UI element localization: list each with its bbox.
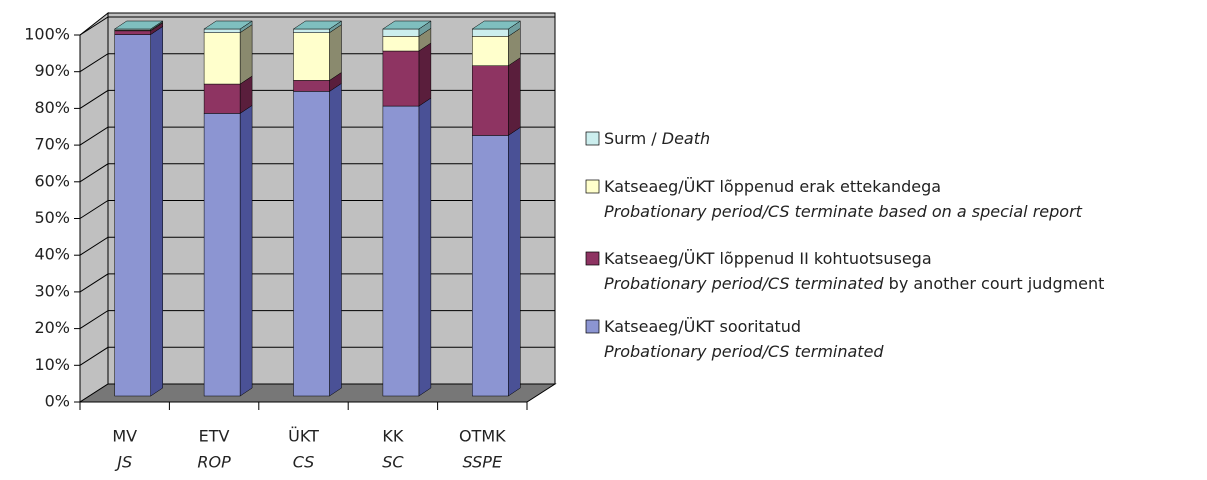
bar-top — [382, 20, 432, 30]
y-tick-label: 20% — [34, 318, 70, 337]
bar-segment — [203, 28, 241, 33]
legend-text: Surm / — [604, 129, 662, 148]
bar-side — [418, 42, 432, 107]
bar-segment — [293, 32, 330, 81]
bar-segment — [382, 36, 420, 52]
bar-top — [113, 20, 164, 30]
bar-top — [203, 20, 253, 30]
bar-side — [508, 57, 521, 136]
y-tick-label: 40% — [34, 245, 70, 264]
bar-segment — [382, 50, 420, 107]
legend-text: Katseaeg/ÜKT lõppenud II kohtuotsusega — [604, 249, 932, 268]
y-tick-label: 90% — [34, 61, 70, 80]
legend-label: Katseaeg/ÜKT lõppenud erak ettekandega — [604, 177, 941, 196]
bar-segment — [203, 113, 241, 397]
legend-text: by another court judgment — [884, 274, 1105, 293]
legend-text: Probationary period/CS terminated — [604, 274, 884, 293]
x-tick-label: MV — [112, 427, 137, 446]
y-tick-label: 50% — [34, 208, 70, 227]
legend-label: Surm / Death — [604, 129, 710, 148]
x-tick-label: OTMK — [459, 427, 506, 446]
legend-swatch — [585, 319, 600, 334]
bar-segment — [114, 34, 151, 397]
bar-segment — [472, 65, 509, 136]
legend-label: Katseaeg/ÜKT lõppenud II kohtuotsusega — [604, 249, 932, 268]
legend-text: Katseaeg/ÜKT sooritatud — [604, 317, 801, 336]
y-tick-label: 60% — [34, 171, 70, 190]
legend-label: Probationary period/CS terminated by ano… — [604, 274, 1104, 293]
legend-label: Probationary period/CS terminated — [604, 342, 884, 361]
bar-segment — [293, 91, 330, 397]
legend-text: Probationary period/CS terminate based o… — [604, 202, 1083, 221]
x-tick-label: JS — [114, 453, 132, 472]
bar-segment — [203, 32, 241, 85]
bar-segment — [472, 135, 509, 397]
bar-top — [471, 20, 522, 30]
x-tick-label: SSPE — [463, 453, 503, 472]
bar-side — [418, 97, 432, 397]
side-wall — [79, 11, 109, 403]
y-tick-label: 30% — [34, 281, 70, 300]
legend-text: Katseaeg/ÜKT lõppenud erak ettekandega — [604, 177, 941, 196]
y-tick-label: 80% — [34, 98, 70, 117]
legend-swatch — [585, 131, 600, 146]
bar-side — [508, 126, 521, 397]
legend-swatch — [585, 179, 600, 194]
x-tick-label: ROP — [197, 453, 231, 472]
bar-segment — [472, 36, 509, 66]
bar-side — [239, 104, 253, 397]
y-tick-label: 0% — [45, 392, 70, 411]
x-tick-label: KK — [382, 427, 403, 446]
bar-side — [239, 24, 253, 85]
bar-side — [329, 24, 342, 81]
bar-side — [150, 26, 163, 397]
bar-segment — [382, 28, 420, 37]
x-tick-label: CS — [293, 453, 315, 472]
y-tick-label: 100% — [24, 25, 70, 44]
x-tick-label: ÜKT — [288, 427, 319, 446]
bar-segment — [114, 30, 151, 35]
legend-label: Probationary period/CS terminate based o… — [604, 202, 1083, 221]
legend-swatch — [585, 251, 600, 266]
bar-segment — [472, 28, 509, 37]
bar-segment — [293, 28, 330, 33]
y-tick-label: 70% — [34, 135, 70, 154]
y-tick-label: 10% — [34, 355, 70, 374]
bar-top — [292, 20, 343, 30]
legend-text: Probationary period/CS terminated — [604, 342, 884, 361]
legend-label: Katseaeg/ÜKT sooritatud — [604, 317, 801, 336]
bar-segment — [382, 105, 420, 397]
x-tick-label: ETV — [199, 427, 230, 446]
grid-line — [79, 16, 555, 36]
legend-text: Death — [662, 129, 710, 148]
bar-segment — [203, 83, 241, 114]
bar-side — [329, 82, 342, 397]
x-tick-label: SC — [382, 453, 404, 472]
bar-segment — [293, 80, 330, 92]
